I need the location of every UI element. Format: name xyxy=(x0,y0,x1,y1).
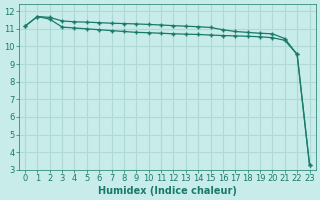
X-axis label: Humidex (Indice chaleur): Humidex (Indice chaleur) xyxy=(98,186,237,196)
